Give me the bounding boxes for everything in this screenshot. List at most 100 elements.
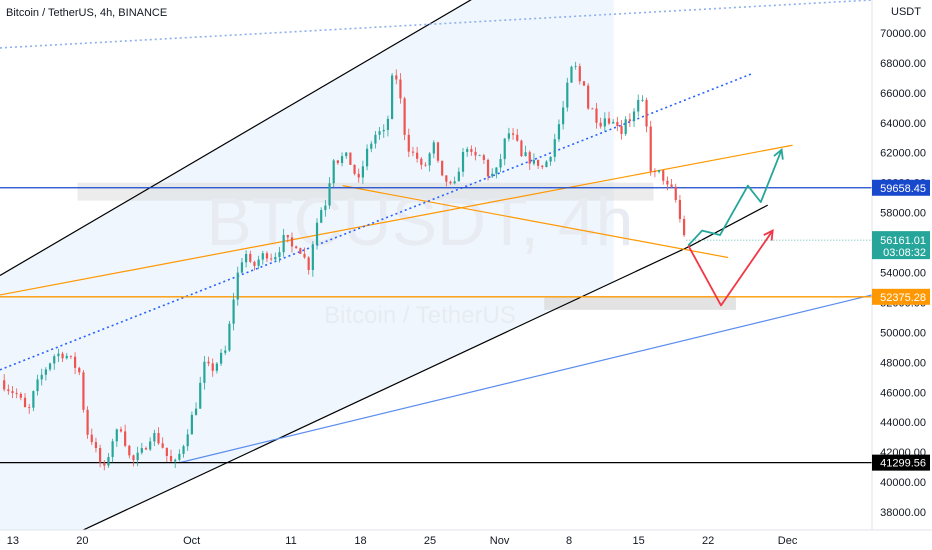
candle <box>670 178 673 189</box>
time-tick-label: 18 <box>354 535 366 547</box>
candle-body <box>361 166 365 178</box>
candle <box>391 72 394 120</box>
time-tick-label: 22 <box>702 535 714 547</box>
candle <box>432 140 435 159</box>
candle <box>136 446 139 467</box>
candle-body <box>632 111 636 122</box>
candle <box>516 129 519 142</box>
candle-body <box>653 171 656 173</box>
candle <box>128 444 131 459</box>
level-badge-label: 52375.28 <box>880 292 926 304</box>
candle-body <box>499 159 502 168</box>
candle-body <box>265 253 269 259</box>
candle-body <box>111 441 114 458</box>
candle <box>403 96 406 141</box>
candle <box>470 145 473 156</box>
candle-body <box>349 152 352 165</box>
candle <box>7 384 10 395</box>
candle-body <box>286 234 289 238</box>
candle <box>107 453 110 468</box>
price-tick-label: 64000.00 <box>880 118 926 130</box>
candle <box>32 390 35 412</box>
candle-body <box>299 248 302 254</box>
candle-body <box>73 356 77 368</box>
candle-body <box>536 159 540 166</box>
candle-body <box>678 200 682 219</box>
level-badge-label: 41299.56 <box>880 458 926 470</box>
candle <box>69 355 73 360</box>
candle <box>499 153 502 172</box>
price-tick-label: 38000.00 <box>880 507 926 519</box>
candle-body <box>682 218 686 236</box>
candle-body <box>178 453 181 460</box>
candle <box>536 159 540 169</box>
candle <box>357 168 360 183</box>
candle <box>524 145 527 157</box>
candle-body <box>136 452 139 461</box>
candle-body <box>662 170 665 181</box>
candle <box>124 424 127 448</box>
candle-body <box>591 108 594 110</box>
candle <box>253 260 256 271</box>
candle-body <box>11 391 14 394</box>
candle <box>336 159 339 165</box>
level-badge-label: 59658.45 <box>880 183 926 195</box>
candle-body <box>474 151 477 156</box>
candle <box>386 115 390 137</box>
candle <box>178 449 181 462</box>
candle-body <box>245 253 248 263</box>
trend-line-3 <box>342 185 729 259</box>
candle <box>662 170 665 185</box>
candle-body <box>303 253 306 258</box>
candle-body <box>570 66 573 83</box>
candle <box>578 63 581 85</box>
candle <box>186 429 189 451</box>
candle-body <box>44 369 47 375</box>
candle <box>641 95 644 102</box>
candle-body <box>328 183 331 206</box>
candle-body <box>524 152 527 157</box>
candle-body <box>478 155 481 157</box>
time-tick-label: Oct <box>183 535 200 547</box>
candle-body <box>132 455 135 461</box>
candle-body <box>336 160 339 164</box>
candle-body <box>253 261 256 266</box>
trend-line-0 <box>0 0 472 276</box>
bearish-projection-head <box>763 229 774 241</box>
candle <box>28 403 31 414</box>
candle <box>649 120 652 176</box>
candle-body <box>574 66 577 67</box>
level-badge <box>872 288 930 305</box>
candle-body <box>65 355 68 359</box>
candle <box>270 253 273 262</box>
candle <box>211 358 214 377</box>
candle-body <box>207 361 210 364</box>
candle <box>678 194 682 223</box>
candle <box>99 444 102 468</box>
candle <box>461 147 465 177</box>
candle-body <box>616 121 619 126</box>
candle-body <box>411 151 415 153</box>
candle <box>44 367 47 381</box>
countdown-label: 03:08:32 <box>883 247 926 259</box>
price-tick-label: 54000.00 <box>880 267 926 279</box>
bullish-projection-path <box>687 149 783 247</box>
candle-body <box>491 173 494 177</box>
candle <box>382 124 385 138</box>
candle-body <box>182 446 185 454</box>
candle <box>466 146 469 157</box>
candle-body <box>420 158 423 165</box>
candle-body <box>532 159 536 164</box>
candle <box>378 126 381 140</box>
candle <box>169 449 173 462</box>
candle <box>286 234 289 243</box>
candle <box>628 113 631 128</box>
candle-body <box>482 155 485 160</box>
candle <box>245 250 248 268</box>
candle-body <box>370 143 373 149</box>
candle <box>491 168 494 179</box>
candle-body <box>40 374 43 380</box>
candle-body <box>23 397 27 408</box>
candle-body <box>649 126 652 172</box>
